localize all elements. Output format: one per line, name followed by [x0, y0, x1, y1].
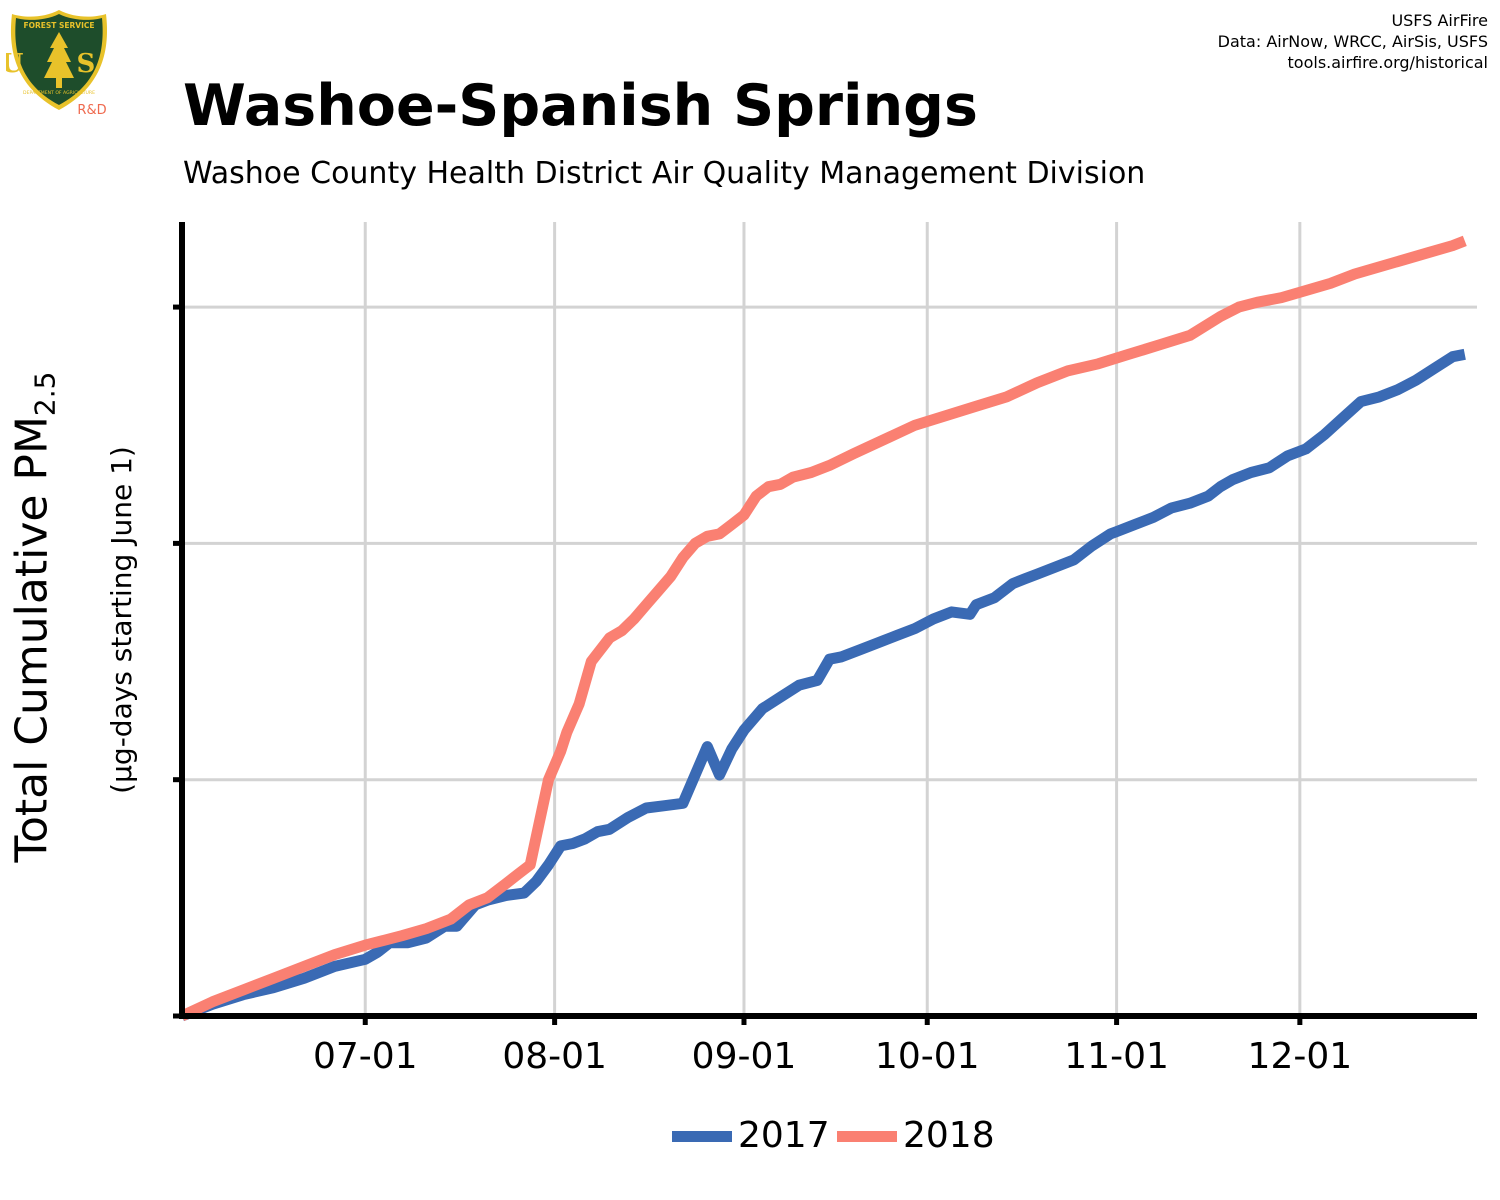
- legend-item-2017: 2017: [672, 1112, 830, 1160]
- legend-item-2018: 2018: [837, 1112, 995, 1160]
- source-credits: USFS AirFire Data: AirNow, WRCC, AirSis,…: [1218, 10, 1488, 73]
- series-line-2018: [179, 235, 1467, 1021]
- x-tick-label: 12-01: [1248, 1036, 1353, 1077]
- legend-swatch: [672, 1130, 732, 1142]
- chart-title: Washoe-Spanish Springs: [183, 73, 978, 139]
- series-lines: [179, 235, 1467, 1022]
- logo-rd-tag: R&D: [77, 103, 106, 118]
- logo-letter-u: U S: [6, 49, 112, 79]
- credit-line: tools.airfire.org/historical: [1287, 53, 1488, 72]
- grid-lines: [182, 222, 1477, 1016]
- axes: [173, 222, 1477, 1019]
- x-axis-ticks: 07-01 08-01 09-01 10-01 11-01 12-01: [313, 1016, 1352, 1077]
- legend-swatch: [837, 1130, 897, 1142]
- credit-line: USFS AirFire: [1391, 11, 1488, 30]
- x-tick-label: 11-01: [1064, 1036, 1169, 1077]
- chart-subtitle: Washoe County Health District Air Qualit…: [183, 156, 1146, 191]
- tree-icon: [44, 32, 74, 88]
- x-tick-label: 09-01: [692, 1036, 797, 1077]
- legend-label: 2018: [903, 1115, 995, 1156]
- logo-bottom-text: DEPARTMENT OF AGRICULTURE: [23, 90, 95, 96]
- legend-label: 2017: [738, 1115, 830, 1156]
- usfs-shield-logo: U S FOREST SERVICE DEPARTMENT OF AGRICUL…: [6, 10, 112, 118]
- series-line-2017: [180, 348, 1466, 1022]
- logo-top-text: FOREST SERVICE: [23, 21, 94, 30]
- x-tick-label: 07-01: [313, 1036, 418, 1077]
- credit-line: Data: AirNow, WRCC, AirSis, USFS: [1217, 32, 1488, 51]
- x-tick-label: 10-01: [875, 1036, 980, 1077]
- x-tick-label: 08-01: [502, 1036, 607, 1077]
- chart-legend: 2017 2018: [0, 1112, 1500, 1162]
